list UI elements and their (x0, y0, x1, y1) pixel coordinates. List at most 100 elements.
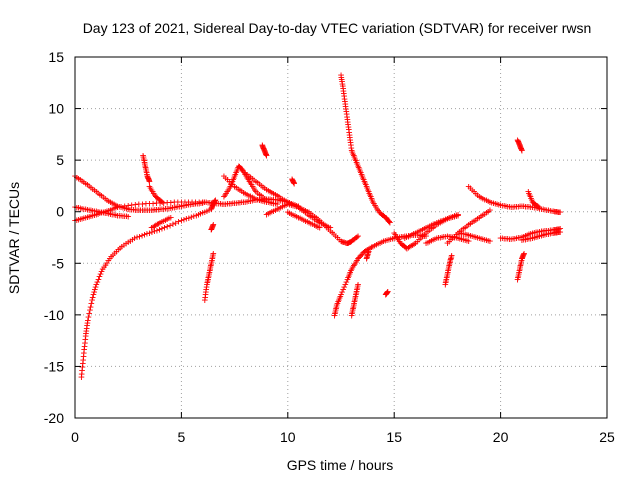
y-tick-label: -15 (44, 358, 64, 374)
data-point: + (242, 168, 249, 181)
data-point: + (111, 208, 118, 221)
data-point: + (453, 228, 460, 241)
data-point: + (340, 82, 347, 95)
data-point: + (344, 273, 351, 286)
x-tick-label: 10 (280, 429, 296, 445)
data-point: + (237, 161, 244, 174)
data-point: + (92, 280, 99, 293)
series-arc-21: +++++++++++++++++++ (348, 278, 361, 322)
data-point: + (208, 222, 215, 235)
scatter-points: ++++++++++++++++++++++++++++++++++++++++… (72, 69, 564, 384)
data-point: + (396, 230, 403, 243)
data-point: + (111, 247, 118, 260)
data-point: + (302, 206, 309, 219)
data-point: + (249, 194, 256, 207)
data-point: + (228, 176, 235, 189)
data-point: + (214, 197, 221, 210)
data-point: + (102, 192, 109, 205)
data-point: + (329, 226, 336, 239)
data-point: + (352, 292, 359, 305)
series-arc-34: +++++++++++++++++++++++++++++++++++++ (497, 222, 564, 245)
data-point: + (350, 259, 357, 272)
y-axis-label: SDTVAR / TECUs (6, 182, 22, 294)
data-point: + (545, 224, 552, 237)
data-point: + (204, 276, 211, 289)
data-point: + (260, 140, 267, 153)
data-point: + (245, 189, 252, 202)
data-point: + (75, 213, 82, 226)
data-point: + (81, 347, 88, 360)
data-point: + (437, 215, 444, 228)
data-point: + (531, 201, 538, 214)
data-point: + (409, 238, 416, 251)
data-point: + (256, 188, 263, 201)
data-point: + (96, 270, 103, 283)
data-point: + (281, 193, 288, 206)
data-point: + (341, 87, 348, 100)
data-point: + (357, 250, 364, 263)
data-point: + (382, 288, 389, 301)
data-point: + (203, 280, 210, 293)
data-point: + (88, 204, 95, 217)
data-point: + (352, 152, 359, 165)
data-point: + (513, 200, 520, 213)
data-point: + (234, 163, 241, 176)
data-point: + (398, 238, 405, 251)
data-point: + (457, 225, 464, 238)
data-point: + (291, 177, 298, 190)
data-point: + (160, 214, 167, 227)
data-point: + (451, 210, 458, 223)
data-point: + (105, 204, 112, 217)
data-point: + (144, 168, 151, 181)
data-point: + (242, 167, 249, 180)
data-point: + (289, 174, 296, 187)
data-point: + (490, 196, 497, 209)
data-point: + (118, 200, 125, 213)
data-point: + (455, 226, 462, 239)
data-point: + (238, 185, 245, 198)
data-point: + (442, 213, 449, 226)
data-point: + (529, 226, 536, 239)
series-arc-6: +++++++++++++ (146, 180, 166, 208)
data-point: + (370, 195, 377, 208)
data-point: + (360, 246, 367, 259)
data-point: + (202, 291, 209, 304)
data-point: + (536, 201, 543, 214)
data-point: + (159, 215, 166, 228)
data-point: + (371, 197, 378, 210)
data-point: + (423, 237, 430, 250)
data-point: + (367, 189, 374, 202)
data-point: + (93, 208, 100, 221)
data-point: + (336, 293, 343, 306)
data-point: + (520, 250, 527, 263)
data-point: + (426, 219, 433, 232)
data-point: + (259, 139, 266, 152)
data-point: + (353, 287, 360, 300)
data-point: + (410, 227, 417, 240)
data-point: + (86, 203, 93, 216)
data-point: + (197, 207, 204, 220)
data-point: + (449, 230, 456, 243)
data-point: + (199, 196, 206, 209)
data-point: + (210, 197, 217, 210)
data-point: + (426, 224, 433, 237)
data-point: + (89, 293, 96, 306)
data-point: + (311, 210, 318, 223)
data-point: + (352, 232, 359, 245)
data-point: + (533, 226, 540, 239)
data-point: + (258, 194, 265, 207)
data-point: + (82, 336, 89, 349)
data-point: + (496, 198, 503, 211)
data-point: + (354, 283, 361, 296)
data-point: + (322, 219, 329, 232)
data-point: + (556, 225, 563, 238)
data-point: + (419, 230, 426, 243)
data-point: + (86, 307, 93, 320)
data-point: + (209, 254, 216, 267)
data-point: + (297, 202, 304, 215)
data-point: + (167, 219, 174, 232)
data-point: + (519, 200, 526, 213)
data-point: + (210, 249, 217, 262)
data-point: + (535, 225, 542, 238)
data-point: + (316, 214, 323, 227)
